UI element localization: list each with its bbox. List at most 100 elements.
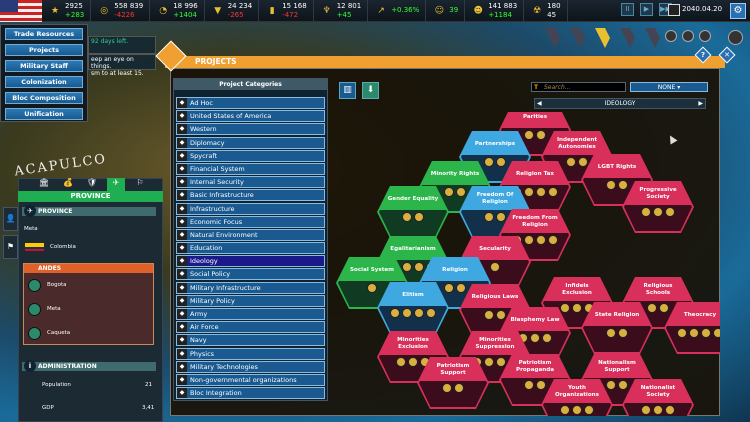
category-icon: ◆	[177, 388, 187, 399]
project-node[interactable]: Nationalist Society	[622, 379, 694, 416]
project-node[interactable]: Secularity	[459, 236, 531, 288]
requirement-icon	[606, 328, 616, 339]
project-categories-list: Project Categories ◆ Ad Hoc ◆ United States…	[173, 78, 328, 401]
governor-icon[interactable]: 👤	[3, 207, 18, 231]
tab-flag-icon[interactable]: ⚐	[136, 178, 144, 187]
category-item[interactable]: ◆ Internal Security	[176, 176, 325, 189]
category-item[interactable]: ◆ Army	[176, 308, 325, 320]
category-item[interactable]: ◆ Ideology	[176, 255, 325, 268]
region-province-item[interactable]: Meta	[24, 297, 153, 321]
section-title: PROVINCE	[38, 208, 73, 215]
download-arrow-button[interactable]: ⬇	[362, 82, 379, 99]
category-label: Military Technologies	[190, 362, 258, 371]
category-item[interactable]: ◆ Infrastructure	[176, 202, 325, 215]
cycle-icon: ◔	[159, 5, 168, 16]
category-item[interactable]: ◆ Natural Environment	[176, 228, 325, 241]
category-item[interactable]: ◆ United States of America	[176, 110, 325, 123]
project-node[interactable]: Progressive Society	[622, 181, 694, 233]
logo-icon[interactable]	[728, 30, 743, 45]
requirement-icon	[548, 187, 558, 198]
resource-value: 15 168	[282, 1, 307, 10]
project-node[interactable]: Youth Organizations	[541, 379, 613, 416]
resource-crystals[interactable]: ♆ 12 801 +45	[314, 0, 369, 22]
country-name[interactable]: Colombia	[50, 244, 76, 250]
play-button[interactable]: ▶	[640, 3, 653, 16]
pause-button[interactable]: II	[621, 3, 634, 16]
resource-nuclear[interactable]: ☢ 180 45	[524, 0, 568, 22]
category-item[interactable]: ◆ Financial System	[176, 162, 325, 175]
units-icon[interactable]: ⚑	[3, 235, 18, 259]
menu-projects[interactable]: Projects	[5, 44, 83, 56]
category-item[interactable]: ◆ Basic Infrastructure	[176, 189, 325, 202]
item-label: Bogota	[47, 282, 67, 288]
category-label: Navy	[190, 336, 207, 345]
menu-colonization[interactable]: Colonization	[5, 76, 83, 88]
project-name: Freedom Of Religion	[476, 192, 514, 206]
category-item[interactable]: ◆ Military Policy	[176, 294, 325, 307]
research-icon[interactable]	[640, 28, 660, 48]
project-node[interactable]: Elitism	[377, 282, 449, 334]
documents-icon[interactable]	[615, 28, 635, 48]
category-item[interactable]: ◆ Western	[176, 123, 325, 136]
settings-gear-icon[interactable]: ⚙	[730, 3, 746, 19]
unhappy-face-icon[interactable]	[590, 28, 610, 48]
region-panel: ANDES Bogota Meta Caqueta	[23, 263, 154, 345]
project-name: Freedom From Religion	[512, 215, 558, 229]
category-item[interactable]: ◆ Non-governmental organizations	[176, 373, 325, 386]
tab-province-icon[interactable]: ✈	[107, 178, 125, 191]
category-item[interactable]: ◆ Air Force	[176, 321, 325, 334]
advisor-icon[interactable]	[565, 28, 585, 48]
category-icon: ◆	[177, 361, 187, 372]
category-item[interactable]: ◆ Social Policy	[176, 268, 325, 281]
search-input[interactable]: Search...	[531, 82, 626, 92]
category-icon: ◆	[177, 348, 187, 359]
resource-growth-chart[interactable]: ↗ +0.36%	[368, 0, 427, 22]
resource-barrel[interactable]: ▮ 15 168 -472	[259, 0, 314, 22]
menu-military-staff[interactable]: Military Staff	[5, 60, 83, 72]
category-icon: ◆	[177, 163, 187, 174]
category-item[interactable]: ◆ Spycraft	[176, 149, 325, 162]
tree-view-button[interactable]: ▥	[339, 82, 356, 99]
menu-bloc-composition[interactable]: Bloc Composition	[5, 92, 83, 104]
project-node[interactable]: Patriotism Support	[417, 357, 489, 409]
category-item[interactable]: ◆ Navy	[176, 334, 325, 347]
project-node[interactable]: Gender Equality	[377, 186, 449, 238]
project-node[interactable]: Theocracy	[664, 302, 720, 354]
flag-icon[interactable]	[682, 30, 694, 42]
project-name: Religious Laws	[471, 293, 519, 300]
star-icon: ★	[50, 5, 60, 16]
category-item[interactable]: ◆ Diplomacy	[176, 136, 325, 149]
resource-population[interactable]: ☻ 141 883 +1184	[465, 0, 525, 22]
tree-selector[interactable]: ◀ IDEOLOGY ▶	[534, 98, 706, 109]
globe-icon[interactable]	[699, 30, 711, 42]
stat-value: 3,41	[142, 405, 155, 411]
region-province-item[interactable]: Caqueta	[24, 321, 153, 345]
tab-government-icon[interactable]: 🏛	[38, 178, 50, 187]
requirement-icon	[572, 405, 582, 416]
resource-anvil[interactable]: ▼ 24 234 -265	[205, 0, 260, 22]
menu-trade-resources[interactable]: Trade Resources	[5, 28, 83, 40]
category-item[interactable]: ◆ Military Technologies	[176, 360, 325, 373]
tab-economy-icon[interactable]: 💰	[63, 178, 73, 187]
usa-flag-icon[interactable]	[0, 0, 42, 22]
tab-shield-icon[interactable]: 🛡	[86, 178, 98, 187]
category-item[interactable]: ◆ Bloc Integration	[176, 387, 325, 400]
category-item[interactable]: ◆ Education	[176, 242, 325, 255]
menu-unification[interactable]: Unification	[5, 108, 83, 120]
filter-dropdown[interactable]: NONE ▾	[630, 82, 708, 92]
category-item[interactable]: ◆ Military Infrastructure	[176, 281, 325, 294]
resource-cycle[interactable]: ◔ 18 996 +1404	[150, 0, 205, 22]
government-icon[interactable]	[665, 30, 677, 42]
prev-arrow-icon[interactable]: ◀	[537, 100, 542, 107]
resource-value: 24 234	[227, 1, 253, 10]
next-arrow-icon[interactable]: ▶	[698, 100, 703, 107]
resource-gold-coins[interactable]: ◎ 558 839 -4226	[91, 0, 151, 22]
category-item[interactable]: ◆ Physics	[176, 347, 325, 360]
resource-star[interactable]: ★ 2925 +283	[42, 0, 92, 22]
region-province-item[interactable]: Bogota	[24, 273, 153, 297]
statistics-icon[interactable]	[540, 28, 560, 48]
category-item[interactable]: ◆ Economic Focus	[176, 215, 325, 228]
category-item[interactable]: ◆ Ad Hoc	[176, 97, 325, 109]
resource-people[interactable]: ☺ 39	[426, 0, 466, 22]
project-node[interactable]: State Religion	[581, 302, 653, 354]
